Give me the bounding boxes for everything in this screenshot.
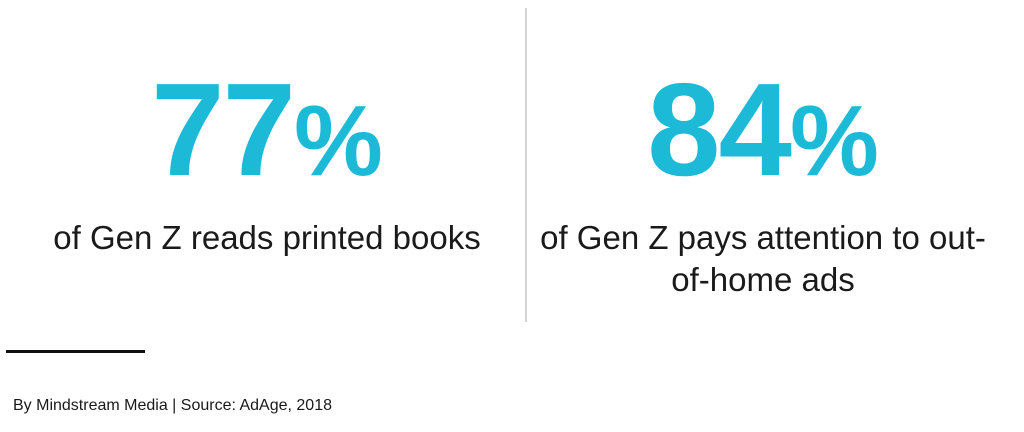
- stat-printed-books: 77% of Gen Z reads printed books: [32, 60, 502, 259]
- stat-caption: of Gen Z pays attention to out-of-home a…: [540, 219, 986, 298]
- stat-number-value: 84: [647, 56, 792, 203]
- source-credit: By Mindstream Media | Source: AdAge, 201…: [13, 397, 332, 414]
- stat-out-of-home-ads: 84% of Gen Z pays attention to out-of-ho…: [528, 60, 998, 301]
- stat-percent-sign: %: [293, 85, 383, 197]
- stat-caption: of Gen Z reads printed books: [53, 219, 481, 256]
- stat-value: 77%: [32, 60, 502, 211]
- footer-rule: [6, 350, 145, 353]
- stat-percent-sign: %: [789, 85, 879, 197]
- stat-number-value: 77: [151, 56, 296, 203]
- stat-value: 84%: [528, 60, 998, 211]
- vertical-divider: [525, 8, 527, 322]
